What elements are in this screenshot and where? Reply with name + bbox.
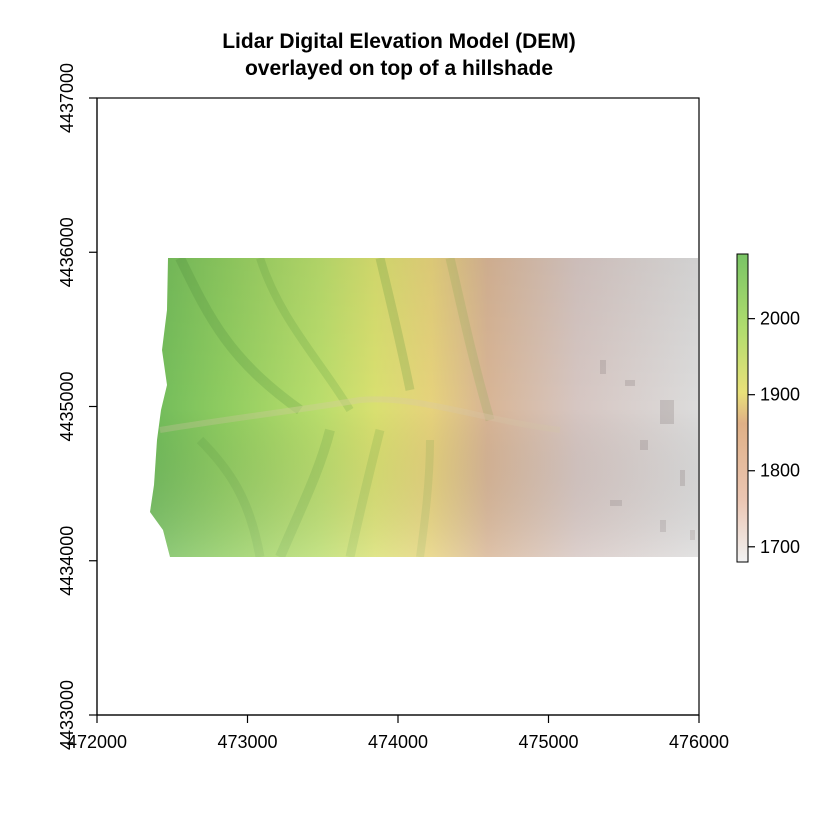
- y-tick-label: 4436000: [57, 217, 77, 287]
- chart-title-line1: Lidar Digital Elevation Model (DEM): [222, 30, 576, 53]
- x-axis: 472000 473000 474000 475000 476000: [67, 714, 729, 752]
- legend: 1700 1800 1900 2000: [736, 253, 800, 563]
- chart-title-line2: overlayed on top of a hillshade: [245, 57, 553, 80]
- dem-raster: [150, 258, 698, 557]
- y-tick-label: 4433000: [57, 680, 77, 750]
- y-tick-label: 4435000: [57, 371, 77, 441]
- y-tick-label: 4437000: [57, 63, 77, 133]
- y-axis: 4433000 4434000 4435000 4436000 4437000: [57, 63, 98, 750]
- x-tick-label: 476000: [669, 732, 729, 752]
- x-tick-label: 473000: [217, 732, 277, 752]
- x-tick-label: 472000: [67, 732, 127, 752]
- legend-tick-label: 1700: [760, 537, 800, 557]
- y-tick-label: 4434000: [57, 526, 77, 596]
- x-tick-label: 474000: [368, 732, 428, 752]
- legend-tick-label: 1800: [760, 461, 800, 481]
- x-tick-label: 475000: [518, 732, 578, 752]
- legend-tick-label: 1900: [760, 385, 800, 405]
- legend-colorbar: [736, 253, 749, 563]
- legend-tick-label: 2000: [760, 309, 800, 329]
